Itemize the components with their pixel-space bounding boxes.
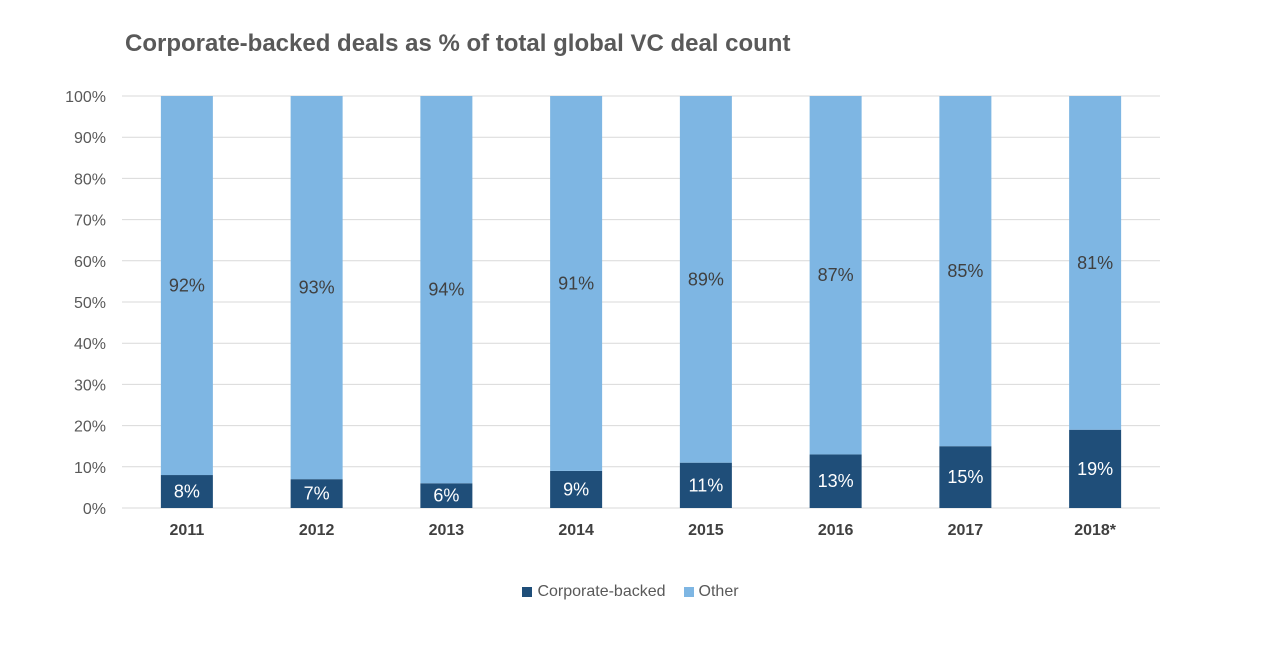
- x-tick-label: 2014: [558, 522, 594, 539]
- data-label-other: 87%: [818, 265, 854, 285]
- data-label-other: 85%: [947, 261, 983, 281]
- y-tick-label: 30%: [74, 377, 106, 394]
- x-tick-label: 2015: [688, 522, 724, 539]
- y-tick-label: 10%: [74, 460, 106, 477]
- bar-other: [290, 96, 343, 480]
- bar-other: [679, 96, 732, 463]
- x-tick-label: 2016: [818, 522, 854, 539]
- bar-corporate-backed: [160, 475, 213, 508]
- chart-title: Corporate-backed deals as % of total glo…: [125, 30, 791, 57]
- data-label-corporate-backed: 9%: [563, 479, 589, 499]
- bar-other: [550, 96, 603, 471]
- y-tick-label: 20%: [74, 419, 106, 436]
- legend-swatch-corporate: [522, 587, 533, 597]
- y-tick-label: 70%: [74, 213, 106, 230]
- y-tick-label: 60%: [74, 254, 106, 271]
- data-labels: 8% 92% 7% 93% 6% 94% 9% 91% 11% 89% 13% 87% 15% 85% 19…: [169, 253, 1113, 506]
- bar-other: [809, 96, 862, 455]
- data-label-other: 81%: [1077, 253, 1113, 273]
- gridlines: [122, 95, 1160, 509]
- legend-label-corporate: Corporate-backed: [537, 583, 666, 600]
- y-tick-label: 40%: [74, 336, 106, 353]
- data-label-corporate-backed: 13%: [818, 471, 854, 491]
- bar-corporate-backed: [420, 483, 473, 508]
- y-tick-label: 100%: [65, 89, 106, 106]
- data-label-corporate-backed: 19%: [1077, 459, 1113, 479]
- legend-item-other: Other: [683, 583, 739, 601]
- bar-corporate-backed: [679, 462, 732, 508]
- legend: Corporate-backed Other: [0, 583, 1261, 601]
- data-label-corporate-backed: 15%: [947, 467, 983, 487]
- data-label-other: 93%: [299, 278, 335, 298]
- bar-corporate-backed: [939, 446, 992, 508]
- data-label-corporate-backed: 6%: [433, 486, 459, 506]
- x-tick-label: 2017: [948, 522, 984, 539]
- legend-swatch-other: [683, 587, 694, 597]
- data-label-other: 91%: [558, 273, 594, 293]
- x-axis-ticks: 2011 2012 2013 2014 2015 2016 2017 2018*: [170, 522, 1117, 539]
- y-tick-label: 80%: [74, 171, 106, 188]
- bar-other: [160, 96, 213, 476]
- x-tick-label: 2018*: [1074, 522, 1117, 539]
- x-tick-label: 2013: [429, 522, 465, 539]
- data-label-corporate-backed: 7%: [304, 484, 330, 504]
- x-tick-label: 2011: [170, 522, 205, 539]
- data-label-other: 89%: [688, 269, 724, 289]
- bar-other: [420, 96, 473, 484]
- bar-other: [939, 96, 992, 447]
- bar-other: [1069, 96, 1122, 430]
- legend-label-other: Other: [698, 583, 739, 600]
- bar-corporate-backed: [290, 479, 343, 508]
- y-tick-label: 50%: [74, 295, 106, 312]
- y-tick-label: 90%: [74, 130, 106, 147]
- bar-corporate-backed: [1069, 429, 1122, 508]
- x-tick-label: 2012: [299, 522, 335, 539]
- y-axis-ticks: 0% 10% 20% 30% 40% 50% 60% 70% 80% 90% 100%: [65, 89, 106, 518]
- data-label-other: 94%: [428, 280, 464, 300]
- legend-item-corporate: Corporate-backed: [522, 583, 666, 601]
- data-label-corporate-backed: 8%: [174, 482, 200, 502]
- bar-corporate-backed: [550, 470, 603, 508]
- data-label-corporate-backed: 11%: [689, 475, 724, 495]
- bars: [160, 96, 1122, 508]
- data-label-other: 92%: [169, 276, 205, 296]
- y-tick-label: 0%: [83, 501, 106, 518]
- bar-corporate-backed: [809, 454, 862, 508]
